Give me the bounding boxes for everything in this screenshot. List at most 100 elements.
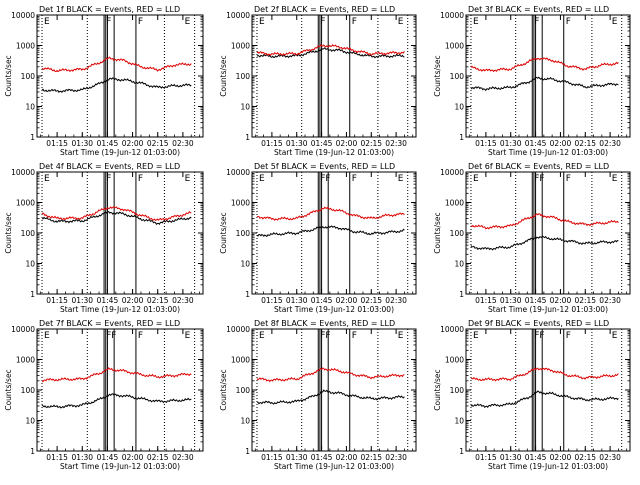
x-tick-label: 02:15 xyxy=(147,296,169,305)
x-tick-label: 02:15 xyxy=(147,139,169,148)
x-tick-label: 01:45 xyxy=(525,139,547,148)
x-tick-label: 02:30 xyxy=(599,139,621,148)
y-tick-label: 1 xyxy=(459,447,464,456)
y-tick-label: 10000 xyxy=(440,11,464,20)
region-label: F xyxy=(566,174,571,184)
x-axis-label: Start Time (19-Jun-12 01:03:00) xyxy=(274,305,394,314)
x-tick-label: 01:45 xyxy=(525,296,547,305)
x-tick-label: 02:00 xyxy=(122,453,144,462)
region-label: FF xyxy=(534,174,544,184)
panel-title: Det 4f BLACK = Events, RED = LLD xyxy=(39,162,180,171)
x-axis-label: Start Time (19-Jun-12 01:03:00) xyxy=(60,462,180,471)
y-tick-label: 10000 xyxy=(440,325,464,334)
region-label: E xyxy=(185,331,191,341)
y-tick-label: 10 xyxy=(25,417,35,426)
series-line-events xyxy=(470,76,619,92)
series-line-events xyxy=(470,390,619,409)
panel-title: Det 8f BLACK = Events, RED = LLD xyxy=(254,319,395,328)
detector-panel: Det 9f BLACK = Events, RED = LLD 1 10 100 10… xyxy=(433,319,631,471)
x-tick-label: 01:15 xyxy=(46,453,68,462)
series-line-events xyxy=(256,389,405,405)
region-label: E xyxy=(398,331,404,341)
y-tick-label: 1000 xyxy=(445,356,464,365)
x-tick-label: 02:15 xyxy=(574,296,596,305)
region-label: FF xyxy=(320,331,330,341)
series-line-lld xyxy=(256,206,405,222)
region-label: E xyxy=(259,331,265,341)
x-tick-label: 01:45 xyxy=(311,453,333,462)
x-tick-label: 02:00 xyxy=(122,139,144,148)
x-tick-label: 02:30 xyxy=(172,296,194,305)
y-tick-label: 10 xyxy=(240,260,250,269)
x-tick-label: 02:15 xyxy=(147,453,169,462)
x-axis-label: Start Time (19-Jun-12 01:03:00) xyxy=(60,148,180,157)
series-line-events xyxy=(470,235,619,251)
x-tick-label: 02:30 xyxy=(172,139,194,148)
x-tick-label: 02:30 xyxy=(599,296,621,305)
y-tick-label: 10000 xyxy=(440,168,464,177)
y-tick-label: 10000 xyxy=(226,11,250,20)
y-tick-label: 1000 xyxy=(445,199,464,208)
x-tick-label: 02:15 xyxy=(360,139,382,148)
region-label: F xyxy=(320,17,325,27)
y-tick-label: 100 xyxy=(236,386,251,395)
series-line-lld xyxy=(470,367,619,382)
x-tick-label: 02:15 xyxy=(574,139,596,148)
x-tick-label: 01:45 xyxy=(525,453,547,462)
x-tick-label: 02:00 xyxy=(122,296,144,305)
region-label: FF xyxy=(320,174,330,184)
region-label: E xyxy=(259,17,265,27)
y-tick-label: 1000 xyxy=(16,42,35,51)
y-tick-label: 1 xyxy=(245,290,250,299)
y-axis-label: Counts/sec xyxy=(433,369,442,410)
x-tick-label: 01:15 xyxy=(475,296,497,305)
x-axis-label: Start Time (19-Jun-12 01:03:00) xyxy=(488,305,608,314)
x-tick-label: 02:00 xyxy=(550,453,572,462)
y-tick-label: 100 xyxy=(21,386,36,395)
panel-title: Det 5f BLACK = Events, RED = LLD xyxy=(254,162,395,171)
y-axis-label: Counts/sec xyxy=(219,212,228,253)
region-label: F xyxy=(352,174,357,184)
x-tick-label: 01:15 xyxy=(46,296,68,305)
y-axis-label: Counts/sec xyxy=(4,369,13,410)
y-tick-label: 100 xyxy=(450,229,465,238)
y-tick-label: 100 xyxy=(450,72,465,81)
x-tick-label: 01:15 xyxy=(475,139,497,148)
region-label: F xyxy=(566,331,571,341)
region-label: E xyxy=(473,174,479,184)
series-line-events xyxy=(41,77,192,94)
y-tick-label: 1 xyxy=(245,447,250,456)
y-tick-label: 10000 xyxy=(226,325,250,334)
x-tick-label: 02:00 xyxy=(336,139,358,148)
x-tick-label: 02:30 xyxy=(385,139,407,148)
x-tick-label: 01:30 xyxy=(500,296,522,305)
region-label: F xyxy=(566,17,571,27)
y-tick-label: 1 xyxy=(30,447,35,456)
region-label: E xyxy=(44,331,50,341)
x-tick-label: 01:45 xyxy=(311,139,333,148)
panel-title: Det 1f BLACK = Events, RED = LLD xyxy=(39,5,180,14)
y-tick-label: 10000 xyxy=(226,168,250,177)
x-tick-label: 02:00 xyxy=(550,139,572,148)
x-tick-label: 01:45 xyxy=(97,453,119,462)
panel-title: Det 6f BLACK = Events, RED = LLD xyxy=(468,162,609,171)
detector-panel: Det 6f BLACK = Events, RED = LLD 1 10 100 10… xyxy=(433,162,631,314)
x-tick-label: 02:00 xyxy=(336,453,358,462)
x-axis-label: Start Time (19-Jun-12 01:03:00) xyxy=(488,462,608,471)
region-label: E xyxy=(259,174,265,184)
detector-panel: Det 2f BLACK = Events, RED = LLD 1 10 100 10… xyxy=(219,5,417,157)
series-line-events xyxy=(41,393,192,409)
x-tick-label: 01:45 xyxy=(97,296,119,305)
region-label: E xyxy=(612,174,618,184)
series-line-events xyxy=(41,211,192,226)
x-axis-label: Start Time (19-Jun-12 01:03:00) xyxy=(488,148,608,157)
x-tick-label: 02:30 xyxy=(172,453,194,462)
region-label: F xyxy=(106,17,111,27)
y-tick-label: 10 xyxy=(25,260,35,269)
region-label: F xyxy=(106,174,111,184)
y-tick-label: 1000 xyxy=(231,42,250,51)
y-axis-label: Counts/sec xyxy=(4,212,13,253)
region-label: FF xyxy=(106,331,116,341)
region-label: E xyxy=(612,17,618,27)
